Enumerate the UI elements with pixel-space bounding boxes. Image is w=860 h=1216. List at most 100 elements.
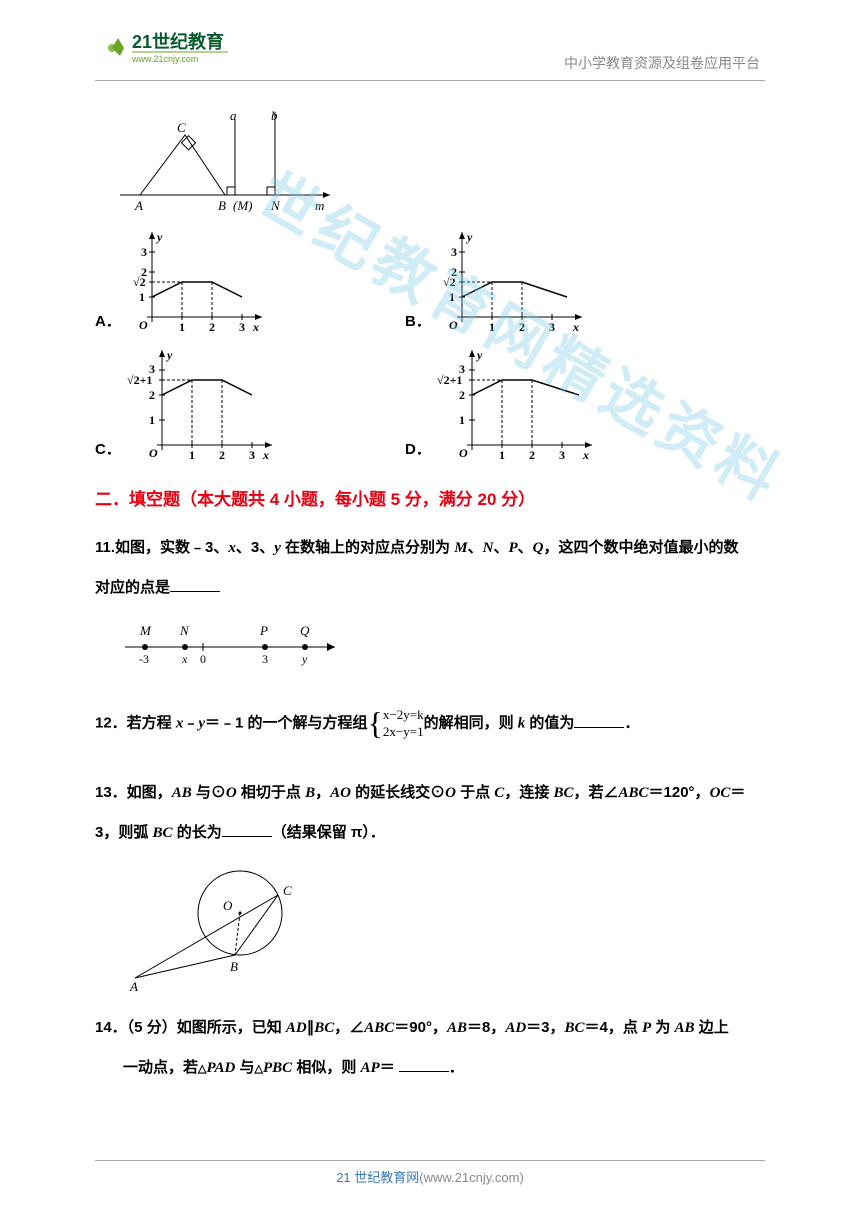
q14-t1: ，∠ [334, 1019, 364, 1036]
svg-text:1: 1 [489, 320, 495, 334]
q13-ABC: ABC [619, 785, 649, 801]
q13-prefix: 13．如图， [95, 784, 172, 801]
svg-text:B: B [230, 959, 238, 974]
option-d: D． 1 2 √2+1 3 O [405, 345, 715, 465]
option-a-label: A． [95, 310, 121, 331]
svg-text:x: x [181, 652, 188, 666]
logo: 21世纪教育 www.21cnjy.com [100, 28, 230, 79]
svg-text:x: x [252, 320, 259, 334]
svg-text:3: 3 [451, 245, 457, 259]
q14-AD: AD [286, 1020, 307, 1036]
svg-text:A: A [134, 198, 143, 212]
svg-text:2: 2 [459, 388, 465, 402]
q13-t6: ，连接 [504, 784, 553, 801]
q11-Q: Q [533, 540, 544, 556]
q13-t9: ＝ [730, 784, 745, 801]
question-11: 11.如图，实数﹣3、x、3、y 在数轴上的对应点分别为 M、N、P、Q，这四个… [95, 528, 765, 607]
q13-C: C [494, 785, 504, 801]
svg-text:O: O [449, 318, 458, 332]
q13-t4: 的延长线交⊙ [351, 784, 445, 801]
svg-text:-3: -3 [139, 652, 149, 666]
q11-x: x [228, 540, 236, 556]
q12-period: ． [624, 715, 639, 732]
q14-AB2: AB [675, 1020, 695, 1036]
svg-text:3: 3 [149, 362, 155, 376]
svg-text:y: y [155, 230, 163, 244]
q14-t4: ＝3， [526, 1019, 564, 1036]
q13-t8: ＝120°， [649, 784, 710, 801]
option-c-label: C． [95, 438, 121, 459]
q12-blank [574, 714, 624, 728]
q14-t7: 边上 [695, 1019, 729, 1036]
q13-BC2: BC [153, 825, 173, 841]
svg-text:3: 3 [459, 362, 465, 376]
page-header: 21世纪教育 www.21cnjy.com 中小学教育资源及组卷应用平台 [0, 28, 860, 88]
q13-t7: ，若∠ [574, 784, 619, 801]
option-b-label: B． [405, 310, 431, 331]
svg-text:3: 3 [559, 448, 565, 462]
q14-AD2: AD [505, 1020, 526, 1036]
figure-triangle-top: A B (M) N C a b m [115, 110, 765, 217]
svg-text:2: 2 [149, 388, 155, 402]
svg-text:y: y [465, 230, 473, 244]
question-12: 12．若方程 x﹣y＝﹣1 的一个解与方程组{x−2y=k2x−y=1的解相同，… [95, 682, 765, 765]
q14-period: ． [449, 1059, 464, 1076]
q14-PBC: PBC [263, 1060, 292, 1076]
q11-line2: 对应的点是 [95, 579, 170, 596]
svg-text:N: N [179, 623, 190, 638]
svg-text:O: O [459, 446, 468, 460]
logo-text-top: 21世纪教育 [132, 31, 224, 52]
svg-text:y: y [301, 652, 308, 666]
svg-text:2: 2 [529, 448, 535, 462]
q14-BC2: BC [565, 1020, 585, 1036]
q13-line2b: 的长为 [173, 824, 222, 841]
q11-text-1: 11.如图，实数﹣3、 [95, 539, 228, 556]
question-13: 13．如图，AB 与⊙O 相切于点 B，AO 的延长线交⊙O 于点 C，连接 B… [95, 773, 765, 853]
option-b: B． 1 √2 2 3 O [405, 227, 715, 337]
q13-t1: 与⊙ [192, 784, 226, 801]
q11-y: y [274, 540, 281, 556]
q14-t2: ＝90°， [394, 1019, 447, 1036]
q11-text-2: 、3、 [236, 539, 274, 556]
svg-text:1: 1 [459, 413, 465, 427]
figure-q11: M N P Q -3 x 0 3 y [115, 617, 765, 672]
svg-text:0: 0 [200, 652, 206, 666]
svg-text:C: C [177, 120, 186, 135]
svg-text:N: N [270, 198, 281, 212]
svg-text:a: a [230, 110, 237, 123]
logo-text-bottom: www.21cnjy.com [131, 54, 198, 64]
q13-t3: ， [315, 784, 330, 801]
svg-text:3: 3 [549, 320, 555, 334]
q12-system: {x−2y=k2x−y=1 [368, 682, 424, 765]
footer-gray: (www.21cnjy.com) [419, 1170, 524, 1185]
svg-text:M: M [139, 623, 152, 638]
q12-tail: 的值为 [525, 715, 574, 732]
q13-blank [222, 823, 272, 837]
q14-sim: 相似，则 [292, 1059, 360, 1076]
svg-text:2: 2 [219, 448, 225, 462]
svg-text:A: A [129, 979, 138, 993]
svg-text:y: y [165, 348, 173, 362]
svg-text:1: 1 [449, 290, 455, 304]
q14-t3: ＝8， [467, 1019, 505, 1036]
q11-N: N [483, 540, 494, 556]
q13-BC: BC [553, 785, 573, 801]
q14-and: 与 [235, 1059, 254, 1076]
q12-after: 的解相同，则 [424, 715, 518, 732]
q13-line2c: （结果保留 π）． [272, 824, 385, 841]
section-2-title: 二．填空题（本大题共 4 小题，每小题 5 分，满分 20 分） [95, 485, 765, 510]
svg-text:m: m [315, 198, 324, 212]
q14-BC: BC [314, 1020, 334, 1036]
q13-O2: O [445, 785, 456, 801]
question-14: 14．（5 分）如图所示，已知 AD∥BC，∠ABC＝90°，AB＝8，AD＝3… [95, 1008, 765, 1088]
options-row-1: A． 1 √2 2 3 O [95, 227, 765, 337]
svg-text:x: x [262, 448, 269, 462]
q13-t2: 相切于点 [237, 784, 305, 801]
q14-blank [399, 1058, 449, 1072]
svg-text:O: O [149, 446, 158, 460]
svg-text:2: 2 [519, 320, 525, 334]
q11-P: P [508, 540, 517, 556]
option-d-label: D． [405, 438, 431, 459]
svg-text:O: O [139, 318, 148, 332]
svg-text:2: 2 [209, 320, 215, 334]
